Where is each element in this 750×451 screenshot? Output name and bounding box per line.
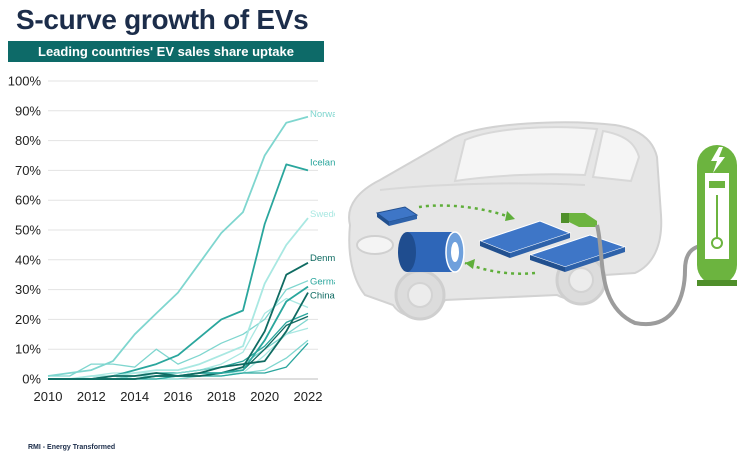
series-line-norway bbox=[47, 115, 309, 377]
y-tick-label: 40% bbox=[15, 252, 41, 267]
series-label-china: China bbox=[310, 291, 335, 302]
car-side-window bbox=[591, 129, 641, 183]
y-tick-label: 10% bbox=[15, 342, 41, 357]
x-tick-label: 2018 bbox=[207, 389, 236, 404]
y-tick-label: 70% bbox=[15, 163, 41, 178]
x-axis-tick-labels: 2010 2012 2014 2016 2018 2020 2022 bbox=[34, 389, 323, 404]
y-tick-label: 100% bbox=[8, 74, 42, 89]
y-axis-tick-labels: 0% 10% 20% 30% 40% 50% 60% 70% 80% 90% 100% bbox=[8, 74, 42, 387]
page-title: S-curve growth of EVs bbox=[16, 4, 309, 35]
x-tick-label: 2016 bbox=[164, 389, 193, 404]
series-label-germany: Germany bbox=[310, 277, 335, 288]
series-line-sweden bbox=[48, 217, 309, 380]
y-tick-label: 30% bbox=[15, 282, 41, 297]
chart-subtitle-banner: Leading countries' EV sales share uptake bbox=[8, 41, 324, 62]
x-tick-label: 2012 bbox=[77, 389, 106, 404]
y-tick-label: 90% bbox=[15, 103, 41, 118]
x-tick-label: 2020 bbox=[250, 389, 279, 404]
series-labels: Norway Iceland Sweden Denmark Germany China bbox=[310, 109, 335, 302]
x-tick-label: 2014 bbox=[120, 389, 149, 404]
source-note: RMI - Energy Transformed bbox=[28, 444, 116, 451]
series-line-denmark bbox=[48, 262, 309, 380]
y-tick-label: 20% bbox=[15, 312, 41, 327]
series-line-china bbox=[48, 292, 309, 380]
x-tick-label: 2022 bbox=[294, 389, 323, 404]
series-label-denmark: Denmark bbox=[310, 253, 335, 264]
x-tick-label: 2010 bbox=[34, 389, 63, 404]
lightning-bolt-icon bbox=[711, 147, 725, 173]
energy-flow-arrow-top bbox=[418, 204, 516, 221]
car-headlight bbox=[356, 235, 394, 255]
series-line-germany bbox=[48, 285, 309, 380]
charge-connector bbox=[567, 213, 597, 227]
ev-share-line-chart: 0%10%20%30%40%50%60%70%80%90%100% 2010 20… bbox=[8, 74, 335, 405]
series-label-sweden: Sweden bbox=[310, 209, 335, 220]
chart-series-lines bbox=[47, 115, 309, 380]
series-label-norway: Norway bbox=[310, 109, 335, 120]
car-hood-line bbox=[379, 182, 586, 191]
y-tick-label: 80% bbox=[15, 133, 41, 148]
ev-charging-illustration bbox=[348, 121, 737, 327]
y-tick-label: 0% bbox=[22, 372, 41, 387]
charging-cable bbox=[595, 224, 711, 327]
y-tick-label: 50% bbox=[15, 223, 41, 238]
chart-gridlines bbox=[48, 80, 318, 380]
car-windshield bbox=[453, 126, 599, 183]
series-label-iceland: Iceland bbox=[310, 157, 335, 168]
series-line bbox=[48, 280, 309, 377]
y-tick-label: 60% bbox=[15, 193, 41, 208]
